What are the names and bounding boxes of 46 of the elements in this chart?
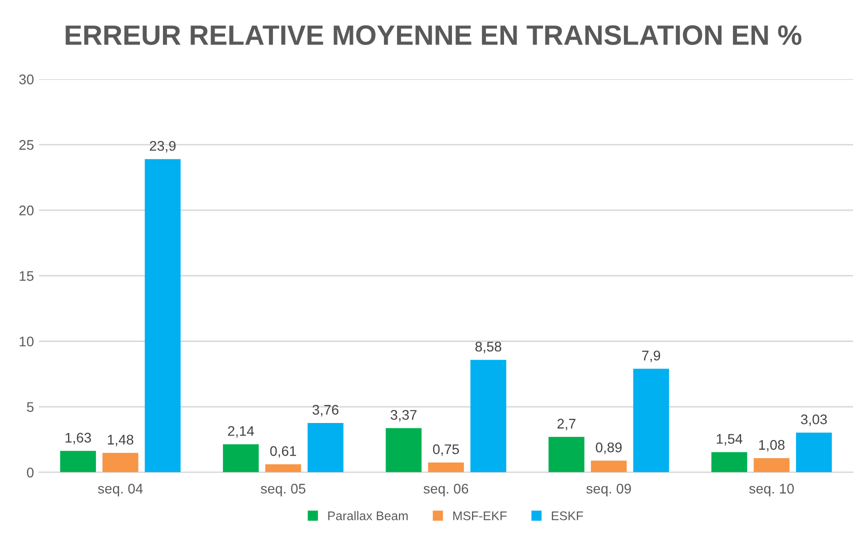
data-label: 0,89	[596, 442, 622, 454]
bar	[60, 450, 96, 472]
bar	[428, 462, 464, 472]
data-label: 3,03	[800, 414, 827, 426]
x-tick-label: seq. 05	[260, 484, 306, 496]
bar	[470, 360, 506, 472]
bar	[796, 432, 832, 472]
y-tick-label: 0	[26, 468, 34, 478]
x-tick-label: seq. 09	[586, 484, 631, 496]
data-label: 23,9	[150, 140, 176, 152]
legend-label: Parallax Beam	[328, 511, 408, 520]
bar	[386, 428, 422, 472]
bar	[222, 444, 259, 472]
data-label: 2,14	[228, 426, 254, 438]
y-tick-label: 20	[19, 206, 34, 216]
data-label: 7,9	[642, 350, 660, 362]
y-tick-label: 15	[20, 271, 34, 281]
bar	[754, 458, 790, 472]
y-tick-label: 10	[20, 336, 34, 346]
x-tick-label: seq. 10	[749, 484, 794, 496]
data-label: 1,08	[759, 440, 785, 452]
data-label: 0,61	[270, 446, 296, 458]
data-label: 0,75	[433, 444, 459, 456]
data-label: 8,58	[475, 342, 502, 354]
bar	[590, 460, 627, 472]
y-tick-label: 25	[19, 140, 34, 150]
data-label: 3,76	[312, 404, 338, 416]
y-tick-label: 30	[19, 74, 34, 84]
bar	[633, 368, 670, 472]
legend-label: MSF-EKF	[453, 511, 507, 520]
chart-title: ERREUR RELATIVE MOYENNE EN TRANSLATION EN %	[66, 25, 802, 45]
data-label: 1,48	[108, 434, 134, 446]
data-label: 1,54	[716, 434, 742, 446]
bar	[102, 452, 138, 472]
bar	[265, 464, 302, 472]
y-tick-label: 5	[26, 402, 34, 412]
bar	[548, 436, 584, 472]
data-label: 2,7	[558, 418, 576, 430]
data-label: 1,63	[66, 432, 91, 444]
bar	[144, 159, 181, 472]
x-tick-label: seq. 04	[98, 484, 143, 496]
data-label: 3,37	[390, 410, 416, 422]
bar	[308, 423, 344, 472]
x-tick-label: seq. 06	[424, 484, 468, 496]
bar	[711, 452, 748, 472]
legend-label: ESKF	[552, 511, 584, 520]
